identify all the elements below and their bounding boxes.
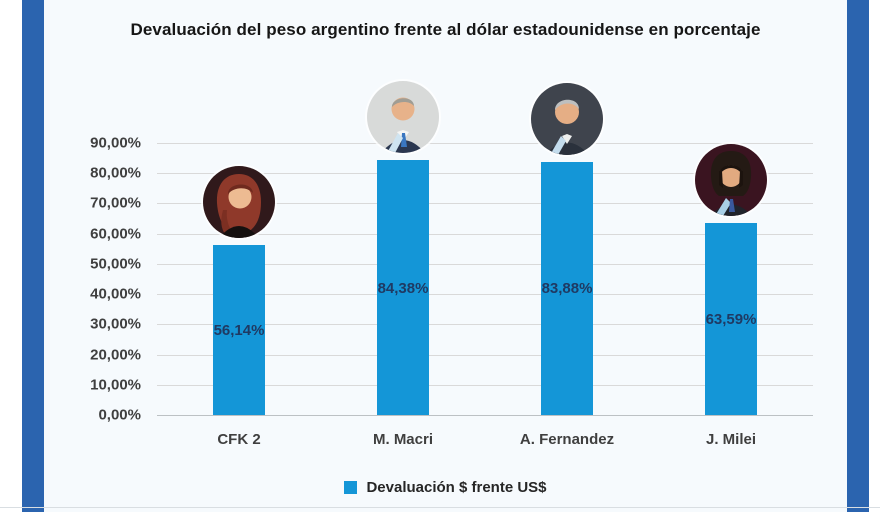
- bar-value-label: 56,14%: [213, 322, 265, 340]
- avatar-macri-photo-icon: [367, 81, 439, 153]
- bar-cfk-2: [213, 245, 265, 415]
- y-tick-label: 50,00%: [90, 255, 141, 273]
- left-border-stripe: [22, 0, 44, 512]
- y-tick-label: 40,00%: [90, 285, 141, 303]
- legend-label: Devaluación $ frente US$: [366, 479, 547, 496]
- legend-swatch-icon: [344, 481, 358, 494]
- gridline: [157, 203, 813, 205]
- avatar-cfk-2: [203, 166, 275, 239]
- y-tick-label: 60,00%: [90, 225, 141, 243]
- bar-value-label: 63,59%: [705, 310, 757, 328]
- avatar-milei: [695, 143, 767, 216]
- legend: Devaluación $ frente US$: [44, 479, 847, 496]
- gridline: [157, 324, 813, 326]
- avatar-milei-photo-icon: [695, 143, 767, 216]
- gridline: [157, 384, 813, 386]
- y-tick-label: 10,00%: [90, 376, 141, 394]
- category-label: J. Milei: [705, 431, 757, 448]
- bottom-divider: [0, 507, 880, 508]
- gridline: [157, 294, 813, 296]
- avatar-fernandez-photo-icon: [531, 82, 603, 155]
- bar-m-macri: [377, 160, 429, 415]
- y-tick-label: 80,00%: [90, 164, 141, 182]
- bar-value-label: 83,88%: [541, 280, 593, 298]
- chart-panel: Devaluación del peso argentino frente al…: [44, 0, 847, 512]
- gridline: [157, 354, 813, 356]
- bar-value-label: 84,38%: [377, 279, 429, 297]
- x-axis-line: [157, 415, 813, 416]
- avatar-macri: [367, 81, 439, 153]
- category-label: CFK 2: [217, 431, 261, 448]
- category-label: A. Fernandez: [519, 431, 615, 448]
- gridline: [157, 143, 813, 144]
- y-tick-label: 70,00%: [90, 194, 141, 212]
- category-label: M. Macri: [372, 431, 433, 448]
- avatar-fernandez: [531, 82, 603, 155]
- gridline: [157, 233, 813, 235]
- gridline: [157, 173, 813, 175]
- chart-title: Devaluación del peso argentino frente al…: [130, 20, 761, 39]
- y-tick-label: 30,00%: [90, 315, 141, 333]
- y-tick-label: 20,00%: [90, 346, 141, 364]
- avatar-cfk-2-photo-icon: [203, 166, 275, 239]
- gridline: [157, 263, 813, 265]
- y-tick-label: 90,00%: [90, 134, 141, 152]
- y-tick-label: 0,00%: [98, 406, 141, 424]
- bar-a-fernandez: [541, 161, 593, 415]
- bar-j-milei: [705, 222, 757, 415]
- plot-area: 0,00% 10,00% 20,00% 30,00% 40,00% 50,00% 60,00…: [90, 81, 813, 448]
- right-border-stripe: [847, 0, 869, 512]
